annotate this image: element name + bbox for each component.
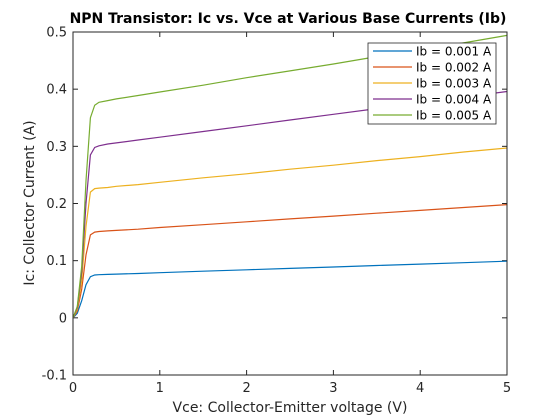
series-line-3 [72, 147, 508, 319]
y-tick-label: 0.4 [46, 83, 67, 98]
x-tick-label: 2 [242, 381, 250, 396]
y-tick-label: 0.2 [46, 197, 67, 212]
legend: Ib = 0.001 A Ib = 0.002 A Ib = 0.003 A Ib =… [367, 42, 497, 125]
legend-label-1: Ib = 0.001 A [416, 45, 492, 59]
y-tick-label: 0.5 [46, 26, 67, 41]
y-axis-label: Ic: Collector Current (A) [22, 120, 38, 285]
legend-label-3: Ib = 0.003 A [416, 77, 492, 91]
series-line-1 [72, 260, 508, 319]
x-tick-label: 1 [156, 381, 164, 396]
legend-label-2: Ib = 0.002 A [416, 61, 492, 75]
y-tick-label: 0 [59, 311, 67, 326]
x-tick-label: 0 [69, 381, 77, 396]
series-line-2 [72, 204, 508, 319]
x-tick-label: 3 [329, 381, 337, 396]
legend-label-5: Ib = 0.005 A [416, 109, 492, 123]
y-tick-label: -0.1 [42, 369, 67, 384]
legend-label-4: Ib = 0.004 A [416, 93, 492, 107]
chart-title: NPN Transistor: Ic vs. Vce at Various Ba… [70, 11, 507, 27]
x-tick-label: 5 [503, 381, 511, 396]
plot-frame [72, 31, 508, 376]
tick-group: 0 1 2 3 4 5-0.100.10.20.30.40.5 [42, 26, 512, 397]
y-tick-label: 0.3 [46, 140, 67, 155]
x-tick-label: 4 [416, 381, 424, 396]
x-axis-label: Vce: Collector-Emitter voltage (V) [173, 400, 408, 416]
y-tick-label: 0.1 [46, 254, 67, 269]
